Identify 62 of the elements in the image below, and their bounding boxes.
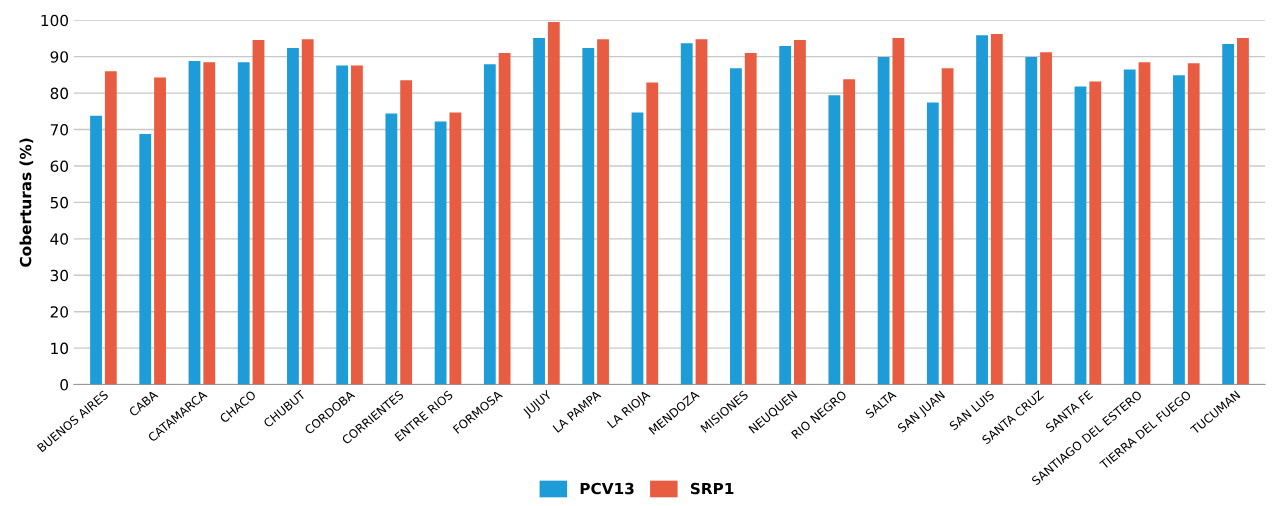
y-tick-label: 80	[50, 87, 69, 100]
bar	[843, 79, 856, 385]
bar	[237, 62, 250, 385]
bar	[1173, 75, 1185, 385]
bar	[779, 46, 792, 385]
bar	[547, 22, 560, 385]
bar	[104, 71, 117, 385]
bar	[287, 47, 299, 385]
bar	[695, 39, 708, 385]
bar	[744, 53, 757, 385]
y-tick-label: 60	[50, 160, 69, 172]
y-tick-label: 30	[50, 269, 69, 282]
y-tick-label: 0	[60, 379, 69, 391]
bar	[498, 53, 511, 385]
y-tick-label: 70	[50, 124, 69, 136]
y-tick-label: 50	[50, 196, 69, 209]
bar	[385, 113, 398, 385]
bar	[597, 39, 609, 385]
bar	[252, 39, 265, 385]
bar	[351, 65, 363, 385]
y-axis-title: Coberturas (%)	[19, 138, 34, 267]
bar	[1025, 57, 1038, 385]
bar	[1237, 38, 1249, 385]
bar	[1138, 62, 1151, 385]
bar	[449, 112, 462, 385]
bar	[631, 112, 644, 385]
bar	[1187, 63, 1200, 385]
bar	[730, 68, 742, 385]
legend-label: SRP1	[690, 482, 734, 495]
bar	[90, 115, 102, 385]
bar	[301, 39, 314, 385]
bar	[926, 102, 939, 385]
bar	[680, 43, 693, 385]
bar	[828, 95, 841, 385]
y-tick-label: 100	[41, 14, 69, 27]
bar	[400, 80, 413, 385]
bar	[154, 77, 166, 385]
bar	[1222, 43, 1235, 385]
bar	[1074, 86, 1087, 385]
bar	[877, 57, 890, 385]
bar	[483, 64, 496, 385]
bar	[976, 35, 988, 385]
bar	[646, 82, 659, 385]
bar	[990, 34, 1003, 385]
y-tick-label: 10	[51, 342, 69, 355]
bar	[582, 47, 595, 385]
bar	[892, 38, 905, 385]
bar	[139, 133, 152, 385]
y-tick-label: 20	[50, 306, 69, 318]
bar	[336, 65, 349, 385]
y-tick-label: 90	[50, 51, 69, 63]
bar	[188, 61, 201, 385]
bar	[1089, 81, 1102, 385]
bar	[794, 39, 806, 385]
bar	[1040, 52, 1052, 385]
bar	[203, 62, 216, 385]
bar	[434, 121, 447, 385]
y-tick-label: 40	[50, 233, 69, 245]
legend-label: PCV13	[580, 482, 634, 495]
bar	[1123, 69, 1136, 385]
bar	[941, 68, 954, 385]
bar	[533, 38, 545, 385]
